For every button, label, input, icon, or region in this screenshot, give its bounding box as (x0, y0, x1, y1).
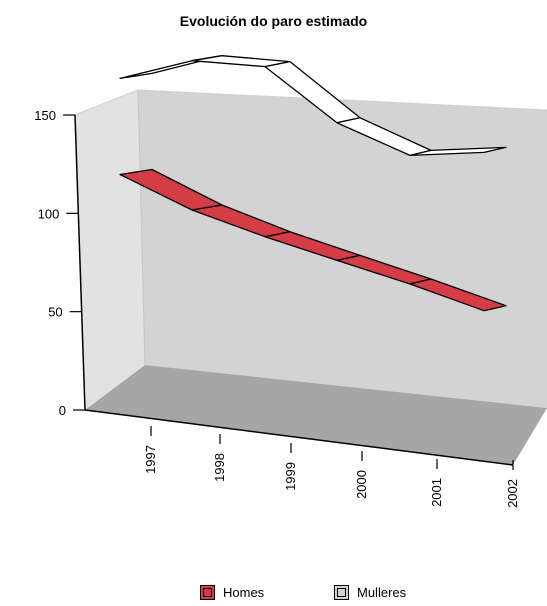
series-homes-segment (409, 278, 507, 312)
y-tick-label: 50 (48, 305, 62, 320)
x-tick-label: 1997 (143, 445, 158, 474)
y-tick-label: 0 (59, 403, 66, 418)
x-tick-label: 1999 (283, 462, 298, 491)
wall-corner-edge (137, 89, 146, 366)
x-tick-label: 2002 (505, 479, 520, 508)
chart-title: Evolución do paro estimado (179, 13, 368, 29)
y-axis-ticks: 0 50 100 150 (34, 108, 85, 418)
chart-floor (85, 365, 547, 465)
y-tick-label: 150 (34, 108, 56, 123)
legend-swatch-mulleres (334, 585, 349, 600)
legend-swatch-homes (200, 585, 215, 600)
legend-label-mulleres: Mulleres (357, 585, 407, 600)
x-tick-label: 1998 (212, 453, 227, 482)
series-mulleres-segment (409, 146, 507, 157)
series-mulleres (119, 55, 507, 157)
x-axis-line (84, 409, 514, 466)
series-layer (119, 55, 507, 312)
legend-label-homes: Homes (223, 585, 265, 600)
legend-item-homes: Homes (200, 585, 264, 600)
y-axis-line (74, 114, 86, 411)
wall-back-edge (137, 89, 547, 111)
side-wall (75, 90, 145, 410)
series-homes (119, 168, 507, 312)
x-axis-ticks: 1997 1998 1999 2000 2001 2002 (143, 426, 520, 508)
x-tick-label: 2001 (429, 478, 444, 507)
wall-top-edge (74, 89, 139, 116)
legend-item-mulleres: Mulleres (334, 585, 406, 600)
x-tick-label: 2000 (354, 470, 369, 499)
legend: Homes Mulleres (0, 585, 547, 605)
y-tick-label: 100 (38, 206, 60, 221)
